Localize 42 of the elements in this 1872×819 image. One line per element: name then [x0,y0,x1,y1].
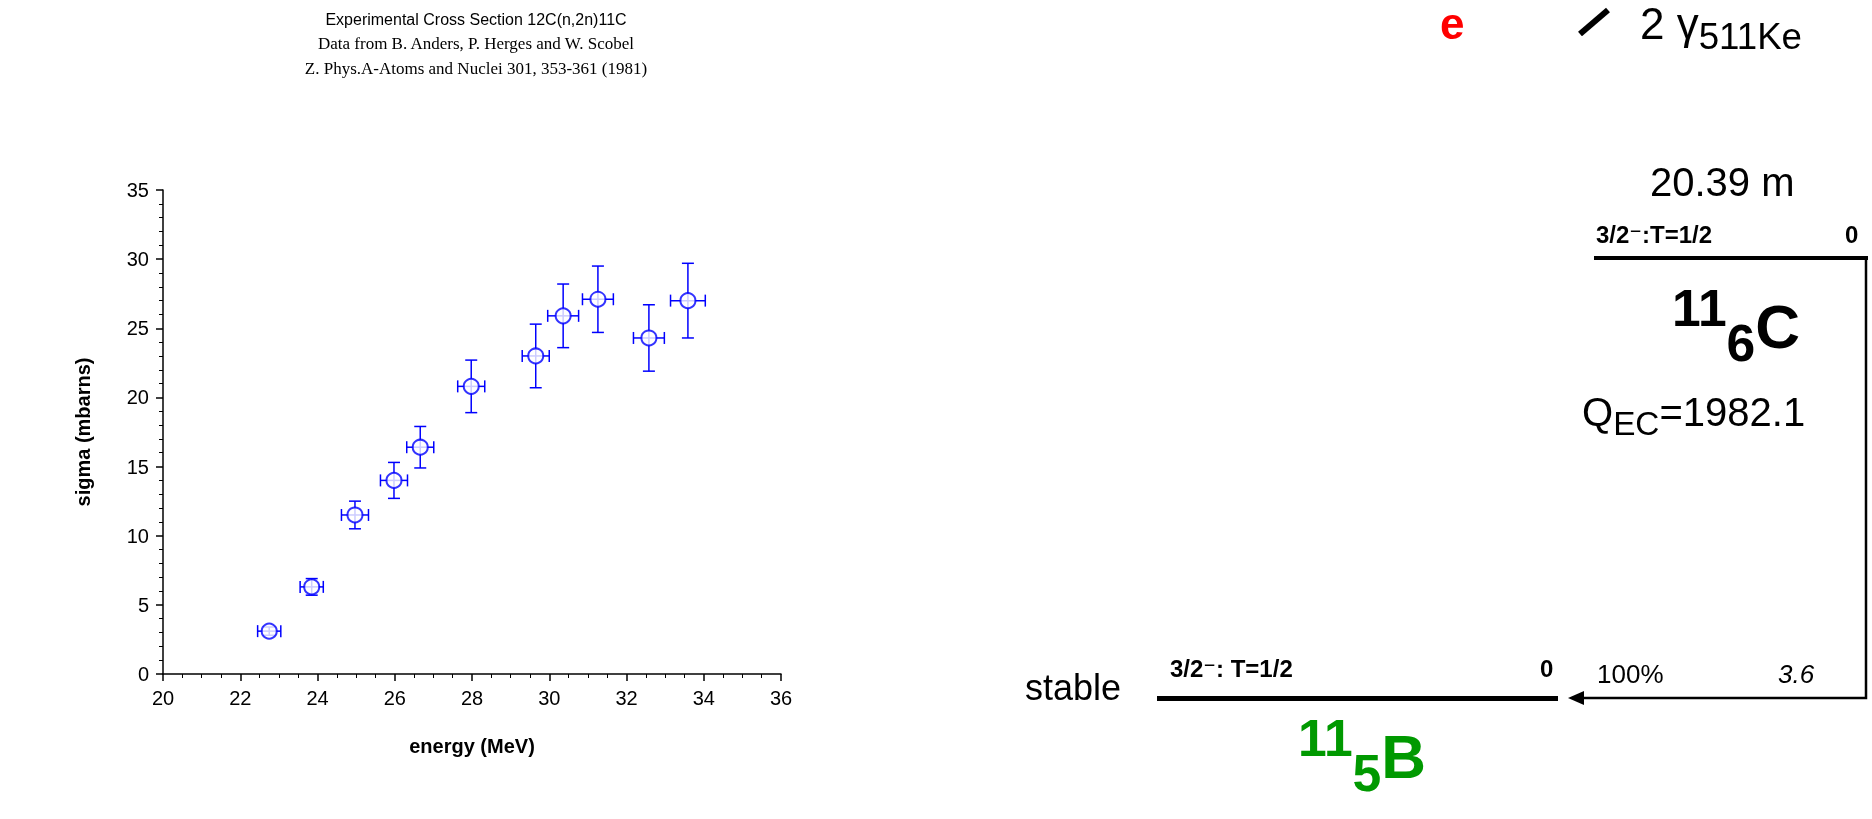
x-tick-label: 26 [383,687,406,709]
text: 20.39 m [1650,160,1795,204]
text: 3/2⁻:T=1/2 [1596,221,1713,249]
x-tick-label: 24 [306,687,329,709]
x-axis-title: energy (MeV) [409,735,535,757]
y-tick-label: 20 [126,386,149,409]
text: stable [1025,667,1122,708]
point [462,377,480,395]
text: Q$_{EC}$=1982.1 [1582,390,1806,443]
x-tick-label: 22 [229,687,252,709]
y-tick-label: 15 [126,455,149,478]
text: 2 γ$_{511Ke}$ [1640,0,1802,58]
y-tick-label: 10 [126,524,149,547]
x-tick-label: 20 [151,687,175,709]
point [589,290,607,308]
point [260,622,278,640]
y-tick-label: 0 [137,663,149,685]
text: 0 [1540,655,1554,683]
text: 3/2⁻: T=1/2 [1170,655,1293,683]
text: 3.6 [1778,659,1815,689]
point [640,329,658,347]
point [385,471,403,489]
x-tick-label: 36 [769,687,793,709]
x-tick-label: 32 [615,687,638,709]
x-tick-label: 30 [538,687,561,709]
point [346,506,364,524]
point [554,307,572,325]
x-tick-label: 34 [692,687,715,709]
y-tick-label: 30 [126,248,149,271]
point [411,438,429,456]
y-tick-label: 35 [126,179,149,201]
y-axis-title: sigma (mbarns) [72,357,94,507]
point [679,292,697,310]
text: e [1440,0,1465,49]
chart-title: Experimental Cross Section 12C(n,2n)11C [325,10,627,28]
text: 0 [1845,221,1859,249]
text: 100% [1597,659,1664,689]
y-tick-label: 25 [126,317,149,340]
y-tick-label: 5 [137,593,149,616]
point [527,347,545,365]
chart-subtitle: Data from B. Anders, P. Herges and W. Scobel Z. Phys.A-Atoms and Nuclei 301, 353-361 (1981) [304,34,648,78]
x-tick-label: 28 [460,687,484,709]
